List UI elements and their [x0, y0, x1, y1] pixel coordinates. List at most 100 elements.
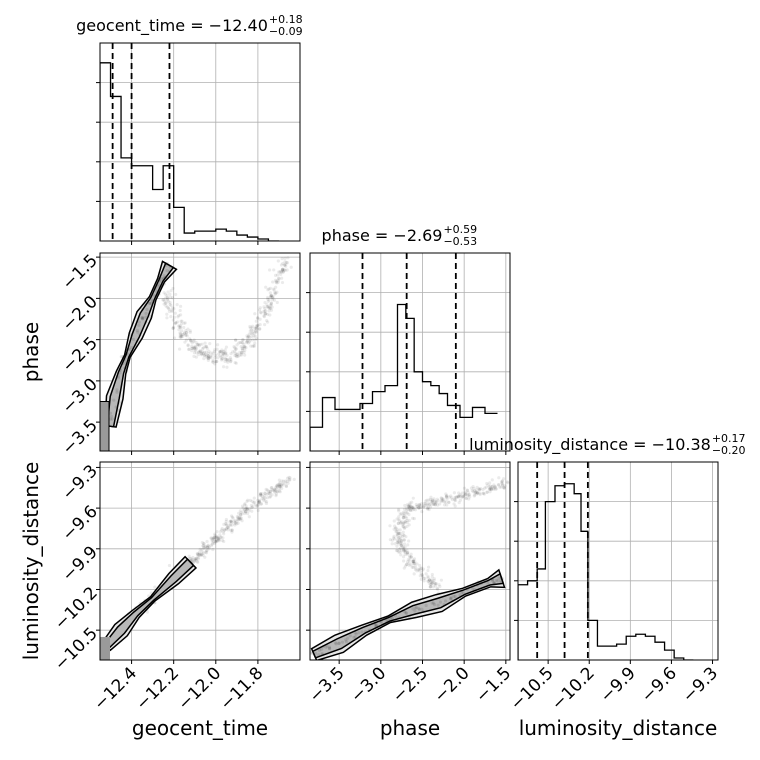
sample-point — [218, 349, 222, 354]
sample-point — [441, 497, 445, 502]
sample-point — [238, 509, 242, 513]
sample-point — [169, 303, 173, 308]
sample-point — [182, 321, 186, 325]
sample-point — [192, 560, 197, 564]
sample-point — [239, 516, 244, 520]
sample-point — [390, 538, 395, 542]
sample-point — [256, 501, 260, 505]
sample-point — [153, 585, 157, 589]
sample-point — [407, 523, 411, 527]
sample-point — [125, 352, 130, 356]
sample-point — [401, 530, 405, 534]
sample-point — [405, 551, 410, 555]
sample-point — [195, 343, 199, 347]
sample-point — [478, 580, 482, 584]
sample-point — [258, 492, 263, 496]
sample-point — [417, 502, 422, 507]
sample-point — [471, 587, 475, 591]
sample-point — [126, 362, 130, 367]
sample-point — [452, 491, 456, 495]
sample-point — [427, 507, 431, 512]
sample-point — [194, 340, 198, 345]
sample-point — [410, 508, 414, 512]
sample-point — [268, 305, 272, 309]
sample-point — [192, 338, 196, 342]
sample-point — [415, 562, 419, 566]
sample-point — [353, 635, 357, 639]
sample-point — [401, 544, 405, 549]
sample-point — [157, 277, 161, 281]
sample-point — [181, 332, 185, 337]
sample-point — [274, 485, 278, 489]
sample-point — [406, 504, 411, 509]
x-axis-label-luminosity_distance: luminosity_distance — [519, 716, 718, 740]
sample-point — [292, 477, 296, 481]
sample-point — [268, 303, 272, 307]
sample-point — [405, 562, 409, 566]
sample-point — [250, 334, 254, 339]
sample-point — [426, 579, 430, 583]
sample-point — [396, 521, 400, 526]
sample-point — [194, 351, 199, 355]
sample-point — [450, 496, 454, 500]
sample-point — [207, 356, 211, 360]
sample-point — [186, 343, 190, 347]
sample-point — [155, 290, 159, 294]
sample-point — [110, 417, 114, 421]
sample-point — [144, 320, 148, 324]
sample-point — [436, 499, 440, 503]
sample-point — [158, 273, 162, 278]
sample-point — [258, 306, 262, 310]
sample-point — [234, 347, 238, 351]
sample-point — [417, 607, 422, 612]
sample-point — [408, 503, 412, 507]
sample-point — [255, 503, 259, 508]
sample-point — [201, 553, 205, 558]
sample-point — [397, 536, 401, 540]
sample-point — [235, 515, 239, 519]
sample-point — [240, 350, 244, 355]
sample-point — [409, 555, 413, 559]
sample-point — [222, 528, 226, 532]
sample-point — [269, 293, 274, 298]
sample-point — [164, 304, 168, 308]
sample-point — [467, 493, 471, 497]
sample-point — [501, 483, 505, 487]
sample-point — [213, 540, 217, 544]
sample-point — [175, 303, 179, 307]
sample-point — [333, 641, 338, 645]
sample-point — [407, 539, 411, 543]
sample-point — [195, 560, 199, 564]
sample-point — [420, 510, 424, 514]
sample-point — [216, 536, 220, 540]
sample-point — [402, 533, 406, 538]
sample-point — [453, 495, 457, 500]
sample-point — [465, 488, 470, 493]
sample-point — [214, 535, 219, 539]
sample-point — [426, 579, 430, 583]
sample-point — [221, 354, 225, 358]
sample-point — [246, 338, 250, 342]
sample-point — [177, 324, 181, 328]
sample-point — [143, 302, 147, 307]
sample-point — [134, 344, 138, 348]
sample-point — [398, 531, 403, 536]
sample-point — [428, 578, 432, 582]
sample-point — [396, 542, 401, 546]
sample-point — [182, 331, 187, 336]
sample-point — [280, 276, 284, 280]
sample-point — [469, 486, 474, 490]
sample-point — [243, 508, 247, 512]
sample-point — [430, 572, 434, 577]
sample-point — [253, 338, 257, 342]
sample-point — [268, 313, 272, 317]
sample-point — [500, 479, 504, 483]
sample-point — [408, 506, 412, 510]
sample-point — [412, 561, 416, 565]
sample-point — [228, 523, 233, 527]
sample-point — [397, 536, 401, 540]
sample-point — [124, 369, 129, 373]
sample-point — [245, 507, 250, 511]
sample-point — [396, 539, 400, 543]
sample-point — [337, 641, 341, 645]
